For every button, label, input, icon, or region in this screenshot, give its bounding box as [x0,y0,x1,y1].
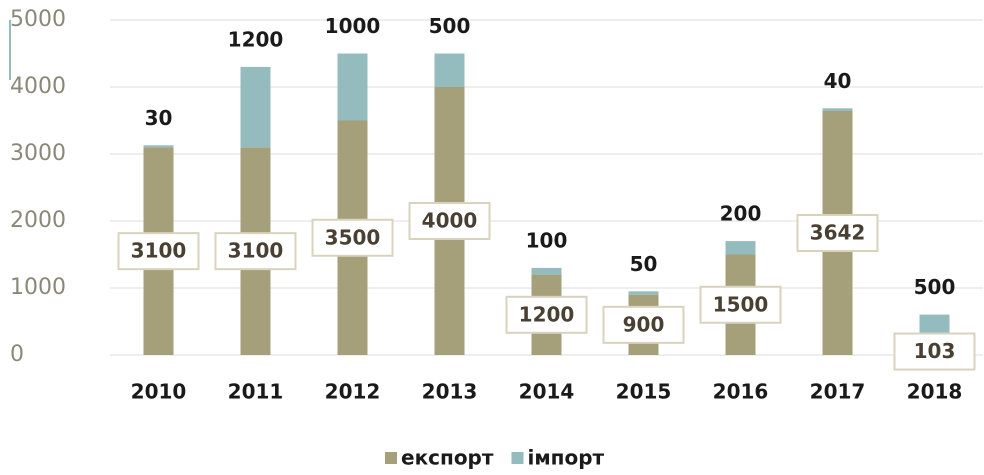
x-tick-label: 2012 [325,380,381,404]
label-box [796,213,879,252]
bar-segment [240,66,271,148]
legend-label: імпорт [527,446,604,470]
data-label: 4000 [422,209,478,233]
data-label: 103 [914,339,956,363]
x-tick-label: 2014 [519,380,575,404]
y-tick-label: 0 [10,342,24,367]
x-tick-label: 2011 [228,380,284,404]
y-tick-label: 1000 [10,275,66,300]
data-label: 900 [623,312,665,336]
y-tick-label: 4000 [10,74,66,99]
x-tick-label: 2015 [616,380,672,404]
data-label: 40 [824,69,852,93]
data-label: 1200 [519,302,575,326]
legend-label: експорт [401,446,494,470]
x-tick-label: 2010 [131,380,187,404]
data-label: 3500 [325,225,381,249]
label-box [408,202,491,240]
bar-segment [725,241,756,255]
legend-swatch [511,452,524,464]
label-box [505,295,588,334]
bar-segment [143,145,174,148]
data-label: 50 [630,252,658,276]
bar-segment [822,108,853,111]
label-box [311,218,394,257]
bar-segment [531,267,562,275]
data-label: 1500 [713,292,769,316]
x-tick-label: 2017 [810,380,866,404]
data-label: 3100 [131,239,187,263]
data-label: 1000 [325,14,381,38]
label-box [893,332,976,371]
data-label: 500 [914,275,956,299]
y-tick-label: 3000 [10,141,66,166]
label-box [699,285,782,324]
data-label: 1200 [228,27,284,51]
x-tick-label: 2018 [907,380,963,404]
data-label: 500 [429,14,471,38]
data-label: 30 [145,106,173,130]
x-tick-label: 2016 [713,380,769,404]
data-label: 200 [720,202,762,226]
label-box [117,232,200,271]
bar-segment [434,53,465,87]
y-tick-label: 2000 [10,208,66,233]
bar-segment [628,291,659,295]
label-box [214,232,297,271]
data-label: 100 [526,228,568,252]
bar-segment [337,53,368,121]
x-tick-label: 2013 [422,380,478,404]
label-box [602,305,685,344]
data-label: 3100 [228,239,284,263]
y-tick-label: 5000 [10,7,66,32]
legend-swatch [385,452,397,464]
data-label: 3642 [810,220,866,244]
